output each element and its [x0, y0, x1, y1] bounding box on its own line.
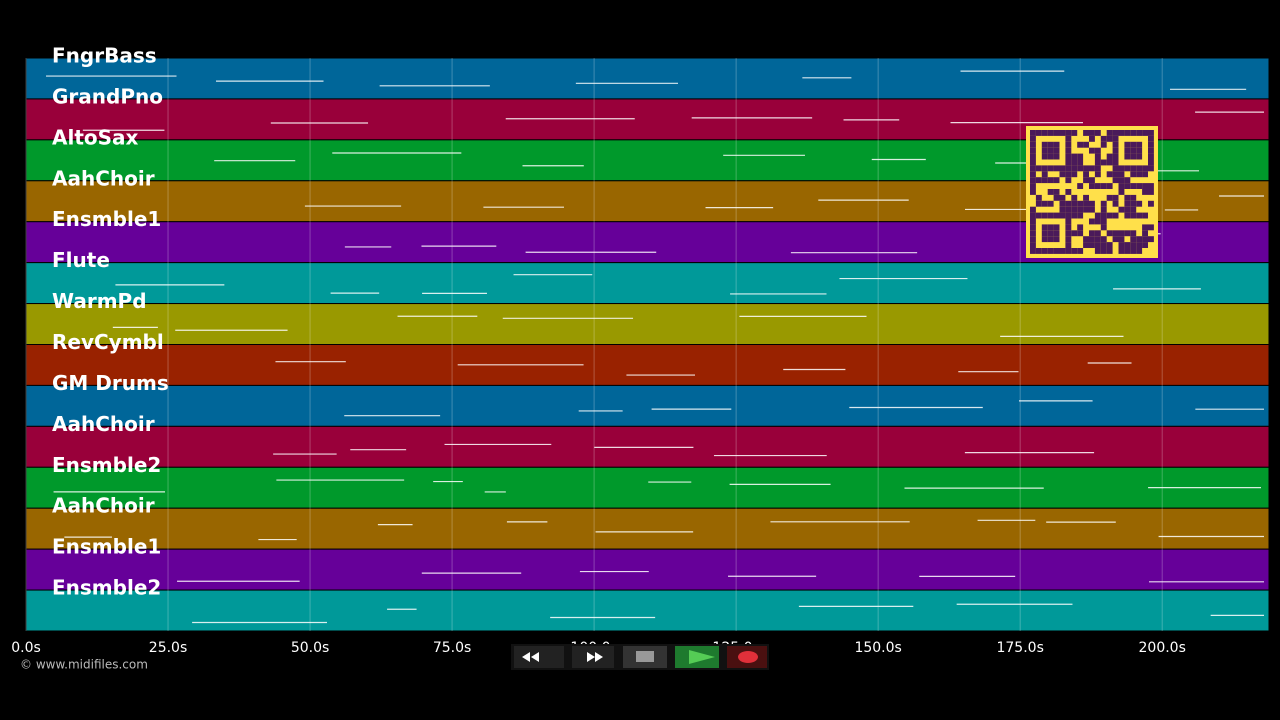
qr-code — [1026, 126, 1158, 258]
tick-label: 175.0s — [996, 640, 1043, 656]
track-lane — [25, 344, 1270, 386]
track-name: Ensmble1 — [52, 207, 161, 231]
track-name: RevCymbl — [52, 330, 164, 354]
track-lane — [25, 589, 1270, 632]
tick-label: 25.0s — [149, 640, 187, 656]
track-name: FngrBass — [52, 44, 157, 68]
track-name: AltoSax — [52, 125, 139, 149]
track-name: Ensmble1 — [52, 535, 161, 559]
track-lane — [25, 262, 1270, 305]
stop-button[interactable] — [623, 646, 667, 668]
track-lane — [25, 303, 1270, 346]
track-name: GM Drums — [52, 371, 169, 395]
tick-label: 75.0s — [433, 640, 471, 656]
track-name: AahChoir — [52, 494, 155, 518]
track-lane — [25, 466, 1270, 509]
track-name: AahChoir — [52, 412, 155, 436]
rewind-button[interactable] — [514, 646, 564, 668]
tick-label: 150.0s — [854, 640, 901, 656]
track-name: Ensmble2 — [52, 576, 161, 600]
track-name: GrandPno — [52, 84, 163, 108]
tick-label: 0.0s — [11, 640, 41, 656]
record-button[interactable] — [727, 646, 767, 668]
forward-button[interactable] — [572, 646, 614, 668]
transport-controls — [511, 644, 769, 670]
track-lane — [25, 507, 1270, 550]
tick-label: 200.0s — [1139, 640, 1186, 656]
play-button[interactable] — [675, 646, 719, 668]
track-lane — [25, 548, 1270, 591]
track-lane — [25, 384, 1270, 427]
copyright: © www.midifiles.com — [20, 658, 148, 672]
tick-label: 50.0s — [291, 640, 329, 656]
track-name: Flute — [52, 248, 110, 272]
track-name: AahChoir — [52, 166, 155, 190]
track-labels: FngrBass GrandPno AltoSax AahChoir Ensmble1 F… — [52, 44, 169, 600]
track-name: WarmPd — [52, 289, 147, 313]
track-name: Ensmble2 — [52, 453, 161, 477]
track-lane — [25, 57, 1270, 100]
notes — [46, 70, 1264, 624]
